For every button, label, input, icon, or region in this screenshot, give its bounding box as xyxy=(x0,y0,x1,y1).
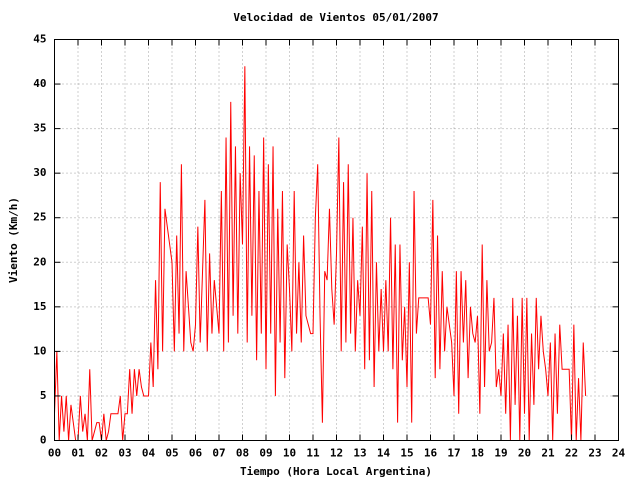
y-axis-label: Viento (Km/h) xyxy=(7,197,20,283)
x-tick-label: 17 xyxy=(447,447,460,460)
x-tick-label: 14 xyxy=(377,447,391,460)
x-tick-label: 21 xyxy=(541,447,555,460)
x-tick-label: 15 xyxy=(400,447,413,460)
wind-line xyxy=(54,66,587,441)
x-tick-label: 00 xyxy=(48,447,61,460)
y-tick-label: 30 xyxy=(33,166,46,179)
x-tick-label: 10 xyxy=(283,447,296,460)
x-tick-label: 18 xyxy=(471,447,484,460)
y-tick-label: 5 xyxy=(40,389,47,402)
x-tick-label: 09 xyxy=(259,447,272,460)
y-tick-label: 0 xyxy=(40,434,47,447)
x-tick-label: 04 xyxy=(142,447,156,460)
x-tick-label: 03 xyxy=(118,447,131,460)
plot xyxy=(54,66,587,441)
x-tick-label: 19 xyxy=(494,447,507,460)
chart-title: Velocidad de Vientos 05/01/2007 xyxy=(233,11,438,24)
x-tick-label: 01 xyxy=(71,447,85,460)
y-tick-label: 20 xyxy=(33,255,46,268)
y-tick-label: 15 xyxy=(33,300,46,313)
y-tick-label: 40 xyxy=(33,77,46,90)
x-tick-label: 20 xyxy=(518,447,531,460)
y-tick-label: 10 xyxy=(33,344,46,357)
x-tick-label: 22 xyxy=(565,447,578,460)
y-tick-label: 45 xyxy=(33,33,46,46)
x-tick-label: 08 xyxy=(236,447,249,460)
x-tick-label: 16 xyxy=(424,447,438,460)
x-tick-label: 05 xyxy=(165,447,178,460)
x-tick-label: 23 xyxy=(588,447,601,460)
x-tick-label: 02 xyxy=(95,447,108,460)
x-tick-label: 07 xyxy=(212,447,225,460)
x-tick-label: 11 xyxy=(306,447,320,460)
x-tick-label: 12 xyxy=(330,447,343,460)
x-tick-label: 06 xyxy=(189,447,203,460)
y-tick-label: 25 xyxy=(33,211,46,224)
y-tick-label: 35 xyxy=(33,122,46,135)
x-tick-label: 13 xyxy=(353,447,366,460)
x-tick-label: 24 xyxy=(612,447,626,460)
x-axis-label: Tiempo (Hora Local Argentina) xyxy=(240,465,432,478)
